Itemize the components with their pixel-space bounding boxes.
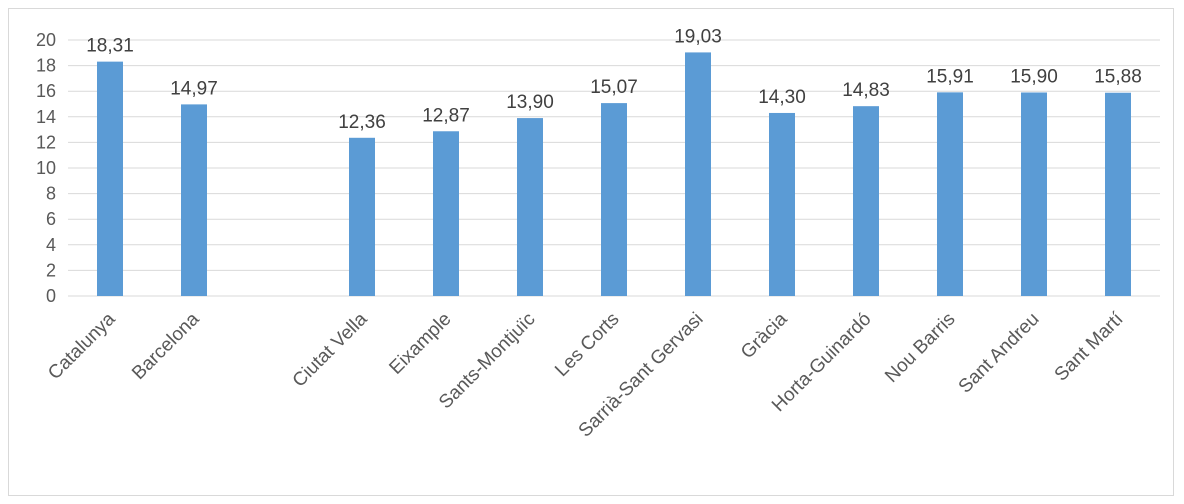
x-tick-label: Sant Martí <box>1051 308 1128 385</box>
bar <box>937 92 963 297</box>
data-label: 14,83 <box>842 80 890 101</box>
x-tick-label: Nou Barris <box>881 309 959 387</box>
y-tick-label: 2 <box>46 260 56 280</box>
data-label: 12,87 <box>422 105 470 126</box>
x-tick-label: Barcelona <box>128 308 204 384</box>
y-tick-label: 20 <box>36 30 56 50</box>
data-label: 15,88 <box>1094 67 1142 88</box>
x-tick-label: Sant Andreu <box>955 309 1044 398</box>
y-tick-label: 0 <box>46 286 56 306</box>
y-tick-label: 14 <box>36 107 56 127</box>
y-tick-label: 8 <box>46 184 56 204</box>
data-label: 15,91 <box>926 66 974 87</box>
data-label: 14,97 <box>170 78 218 99</box>
bar <box>97 61 123 296</box>
data-label: 15,07 <box>590 77 638 98</box>
y-axis-ticks: 0 2 4 6 8 10 12 14 16 18 20 <box>36 30 56 306</box>
x-tick-label: Gràcia <box>737 308 792 363</box>
gridlines <box>68 39 1160 297</box>
y-tick-label: 12 <box>36 132 56 152</box>
bars <box>97 52 1131 297</box>
bar <box>601 103 627 296</box>
bar <box>685 52 711 296</box>
data-label: 18,31 <box>86 36 134 57</box>
y-tick-label: 18 <box>36 56 56 76</box>
bar <box>181 104 207 296</box>
bar <box>433 131 459 296</box>
x-axis-labels: Catalunya Barcelona Ciutat Vella Eixample Sa… <box>44 308 1128 441</box>
bar <box>349 137 375 296</box>
bar <box>769 112 795 297</box>
bar <box>1105 92 1131 297</box>
x-tick-label: Catalunya <box>44 308 120 384</box>
data-label: 14,30 <box>758 87 806 108</box>
y-tick-label: 4 <box>46 235 56 255</box>
value-labels: 18,31 14,97 12,36 12,87 13,90 15,07 19,03 14,30… <box>86 26 1142 132</box>
bar <box>1021 92 1047 296</box>
data-label: 13,90 <box>506 92 554 113</box>
y-tick-label: 10 <box>36 158 56 178</box>
bar <box>853 106 879 297</box>
x-tick-label: Ciutat Vella <box>289 308 372 391</box>
y-tick-label: 6 <box>46 209 56 229</box>
y-tick-label: 16 <box>36 81 56 101</box>
data-label: 15,90 <box>1010 66 1058 87</box>
data-label: 12,36 <box>338 112 386 133</box>
x-tick-label: Les Corts <box>551 309 623 381</box>
bar <box>517 118 543 296</box>
data-label: 19,03 <box>674 26 722 47</box>
x-tick-label: Eixample <box>385 309 455 379</box>
